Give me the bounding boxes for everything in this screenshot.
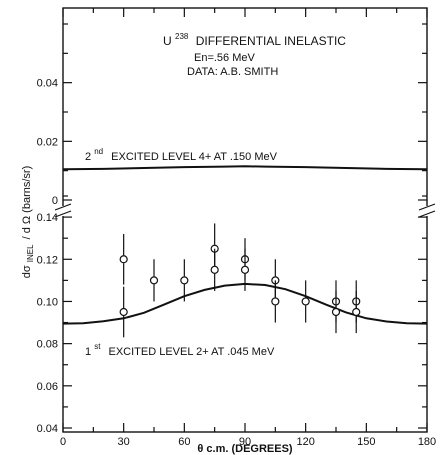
lower-level-label: 1 st EXCITED LEVEL 2+ AT .045 MeV [85,340,275,358]
upper-y-tick-label-0.02: 0.02 [37,136,58,148]
data-point-marker [301,297,310,306]
data-point [149,259,159,302]
lower-y-tick-label-0.06: 0.06 [37,381,58,393]
data-point-marker [119,307,128,317]
data-point [180,259,189,302]
data-point-marker [331,307,341,317]
x-axis-ticks: 0 30 60 90 120 150 180 [60,8,436,448]
upper-y-axis-ticks: 0 0.02 0.04 [37,23,427,207]
lower-y-tick-label-0.14: 0.14 [37,212,58,224]
upper-y-tick-label-0: 0 [52,195,58,207]
data-point-marker [149,276,159,285]
data-point [240,248,250,291]
lower-y-tick-label-0.12: 0.12 [37,254,58,266]
data-point [301,280,310,323]
data-point [210,248,219,291]
x-tick-label-150: 150 [357,436,375,448]
x-tick-label-120: 120 [296,436,314,448]
x-axis-label: θ c.m. (DEGREES) [197,443,293,455]
lower-y-tick-label-0.04: 0.04 [37,423,58,435]
upper-level-curve [62,165,428,171]
title-element: U [163,34,172,48]
data-point-marker [119,255,128,264]
break-mark-right-2 [418,210,436,218]
data-point-marker [352,307,361,317]
data-points [119,223,361,338]
lower-y-tick-label-0.10: 0.10 [37,296,58,308]
y-axis-label: dσ INEL / d Ω (barns/sr) [21,166,36,278]
break-mark-left-1 [54,203,72,211]
data-point-marker [210,265,219,274]
data-point-marker [240,265,250,274]
title-rest: DIFFERENTIAL INELASTIC [196,34,347,48]
title-mass: 238 [175,32,189,41]
x-tick-label-0: 0 [60,436,66,448]
data-point [119,286,128,338]
data-point [271,280,280,323]
chart-title: U 238 DIFFERENTIAL INELASTIC [163,28,346,48]
break-mark-right-1 [418,203,436,211]
break-mark-left-2 [54,210,72,218]
data-point-marker [271,297,280,306]
axis-break [54,203,436,218]
lower-y-axis-ticks: 0.04 0.06 0.08 0.10 0.12 0.14 [37,195,427,435]
data-point [352,290,361,334]
data-point-marker [180,276,189,285]
upper-level-label: 2 nd EXCITED LEVEL 4+ AT .150 MeV [85,145,278,163]
chart-subtitle: En=.56 MeV [194,52,256,64]
data-source-note: DATA: A.B. SMITH [187,66,278,78]
lower-y-tick-label-0.08: 0.08 [37,339,58,351]
upper-y-tick-label-0.04: 0.04 [37,78,58,90]
x-tick-label-30: 30 [118,436,130,448]
data-point [119,233,128,285]
x-tick-label-180: 180 [418,436,436,448]
x-tick-label-90: 90 [239,436,251,448]
x-tick-label-60: 60 [178,436,190,448]
data-point [331,290,341,334]
